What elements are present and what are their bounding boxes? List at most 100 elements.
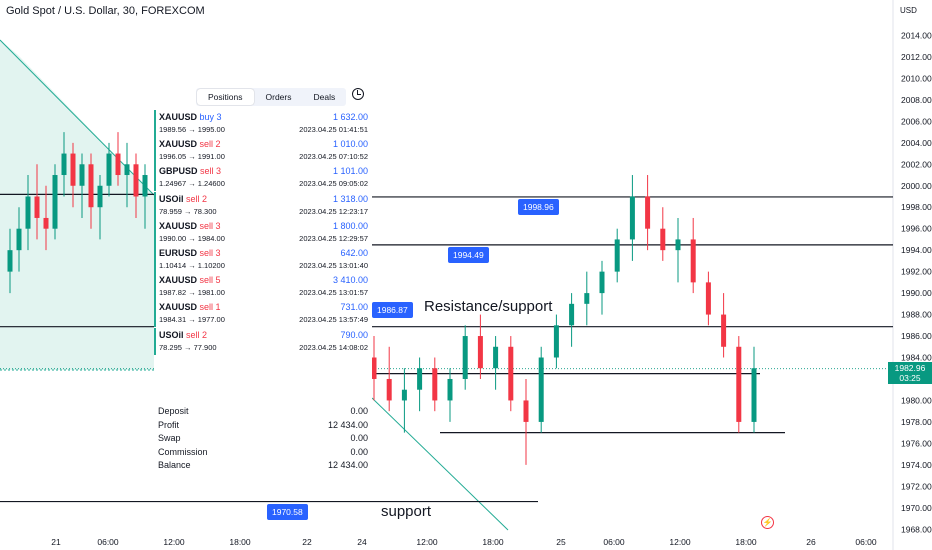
candle-body xyxy=(43,217,49,229)
trading-panel: Positions Orders Deals XAUUSD buy 3 1 632… xyxy=(154,84,372,480)
position-date: 2023.04.25 12:29:57 xyxy=(299,233,368,243)
x-tick-label: 06:00 xyxy=(603,537,625,547)
x-tick-label: 06:00 xyxy=(855,537,877,547)
position-prices: 78.295 → 77.900 xyxy=(159,342,217,352)
x-tick-label: 18:00 xyxy=(735,537,757,547)
position-amount: 1 800.00 xyxy=(332,220,368,231)
candle-body xyxy=(386,378,392,401)
candle-body xyxy=(675,239,681,251)
support-annotation: support xyxy=(381,503,432,520)
y-tick-label: 2000.00 xyxy=(901,181,932,191)
position-amount: 731.00 xyxy=(340,302,368,313)
lightning-icon[interactable]: ⚡ xyxy=(761,516,774,529)
resistance-annotation: Resistance/support xyxy=(424,298,553,315)
candle-body xyxy=(133,164,139,197)
symbol-text: USOil xyxy=(159,193,184,204)
position-prices: 1.24967 → 1.24600 xyxy=(159,179,225,189)
position-date: 2023.04.25 07:10:52 xyxy=(299,152,368,162)
trend-line-lower xyxy=(371,397,509,531)
position-amount: 642.00 xyxy=(340,248,368,258)
candle-body xyxy=(432,368,438,401)
chart-title: Gold Spot / U.S. Dollar, 30, FOREXCOM xyxy=(6,5,205,17)
position-row[interactable]: GBPUSD sell 3 1 101.00 1.24967 → 1.24600 20… xyxy=(154,164,372,192)
position-symbol: XAUUSD sell 3 xyxy=(159,221,221,231)
position-symbol: XAUUSD buy 3 xyxy=(159,112,222,122)
symbol-text: XAUUSD xyxy=(159,112,198,122)
candle-body xyxy=(705,282,711,315)
candle-body xyxy=(508,346,514,401)
panel-tabs: Positions Orders Deals xyxy=(196,88,347,106)
candle-body xyxy=(523,400,529,422)
position-prices: 78.959 → 78.300 xyxy=(159,206,217,216)
position-row[interactable]: XAUUSD sell 2 1 010.00 1996.05 → 1991.00 20… xyxy=(154,137,372,165)
symbol-text: XAUUSD xyxy=(159,302,198,313)
x-tick-label: 25 xyxy=(556,537,566,547)
symbol-text: EURUSD xyxy=(159,248,198,258)
summary-row: Balance 12 434.00 xyxy=(154,460,372,474)
side-text: sell 1 xyxy=(199,302,221,313)
position-amount: 1 101.00 xyxy=(332,166,368,177)
account-summary: Deposit 0.00 Profit 12 434.00 Swap 0.00 Commis… xyxy=(154,406,372,474)
summary-label: Deposit xyxy=(158,406,189,416)
candle-body xyxy=(553,325,559,358)
position-row[interactable]: XAUUSD buy 3 1 632.00 1989.56 → 1995.00 202… xyxy=(154,110,372,137)
symbol-text: GBPUSD xyxy=(159,166,198,177)
x-tick-label: 06:00 xyxy=(97,537,119,547)
position-symbol: EURUSD sell 3 xyxy=(159,248,221,258)
y-tick-label: 1976.00 xyxy=(901,438,932,448)
candle-body xyxy=(736,346,742,422)
y-tick-label: 1968.00 xyxy=(901,524,932,534)
side-text: sell 3 xyxy=(200,166,222,177)
clock-icon[interactable] xyxy=(352,88,364,100)
candle-body xyxy=(79,164,85,186)
candle-body xyxy=(142,175,148,197)
position-symbol: USOil sell 2 xyxy=(159,194,207,204)
position-prices: 1.10414 → 1.10200 xyxy=(159,261,225,270)
side-text: sell 2 xyxy=(186,193,208,204)
summary-value: 0.00 xyxy=(350,433,368,443)
candle-body xyxy=(645,196,651,229)
position-date: 2023.04.25 01:41:51 xyxy=(299,125,368,134)
position-row[interactable]: XAUUSD sell 5 3 410.00 1987.82 → 1981.00 20… xyxy=(154,273,372,301)
y-tick-label: 2006.00 xyxy=(901,116,932,126)
summary-value: 0.00 xyxy=(350,406,368,416)
tab-positions[interactable]: Positions xyxy=(197,89,254,105)
candle-body xyxy=(690,239,696,283)
y-tick-label: 2010.00 xyxy=(901,73,932,83)
position-amount: 1 632.00 xyxy=(332,112,368,122)
candle-body xyxy=(477,336,483,369)
candle-body xyxy=(16,228,22,251)
tab-deals[interactable]: Deals xyxy=(313,92,336,102)
summary-row: Commission 0.00 xyxy=(154,447,372,461)
summary-label: Profit xyxy=(158,419,180,430)
y-tick-label: 2014.00 xyxy=(901,30,932,40)
y-tick-label: 1988.00 xyxy=(901,310,932,320)
symbol-text: USOil xyxy=(159,329,184,340)
x-tick-label: 12:00 xyxy=(416,537,438,547)
candle-body xyxy=(52,175,58,229)
position-row[interactable]: XAUUSD sell 1 731.00 1984.31 → 1977.00 2023… xyxy=(154,300,372,328)
y-tick-label: 1998.00 xyxy=(901,202,932,212)
summary-value: 12 434.00 xyxy=(327,419,368,430)
position-prices: 1989.56 → 1995.00 xyxy=(159,125,225,134)
candle-body xyxy=(106,153,112,186)
position-amount: 3 410.00 xyxy=(332,275,368,286)
position-row[interactable]: USOil sell 2 790.00 78.295 → 77.900 2023.04… xyxy=(154,327,372,355)
side-text: sell 3 xyxy=(199,220,221,231)
y-tick-label: 1972.00 xyxy=(901,481,932,491)
position-date: 2023.04.25 09:05:02 xyxy=(299,179,368,189)
summary-row: Deposit 0.00 xyxy=(154,406,372,420)
y-tick-label: 1986.00 xyxy=(901,331,932,341)
position-row[interactable]: XAUUSD sell 3 1 800.00 1990.00 → 1984.00 20… xyxy=(154,218,372,246)
position-row[interactable]: USOil sell 2 1 318.00 78.959 → 78.300 2023.… xyxy=(154,191,372,219)
tab-orders[interactable]: Orders xyxy=(265,92,292,102)
position-row[interactable]: EURUSD sell 3 642.00 1.10414 → 1.10200 2023… xyxy=(154,246,372,273)
position-symbol: GBPUSD sell 3 xyxy=(159,166,221,176)
candle-body xyxy=(584,293,590,304)
position-prices: 1987.82 → 1981.00 xyxy=(159,288,225,298)
candle-body xyxy=(660,228,666,251)
candle-body xyxy=(7,250,13,272)
y-tick-label: 1992.00 xyxy=(901,267,932,277)
